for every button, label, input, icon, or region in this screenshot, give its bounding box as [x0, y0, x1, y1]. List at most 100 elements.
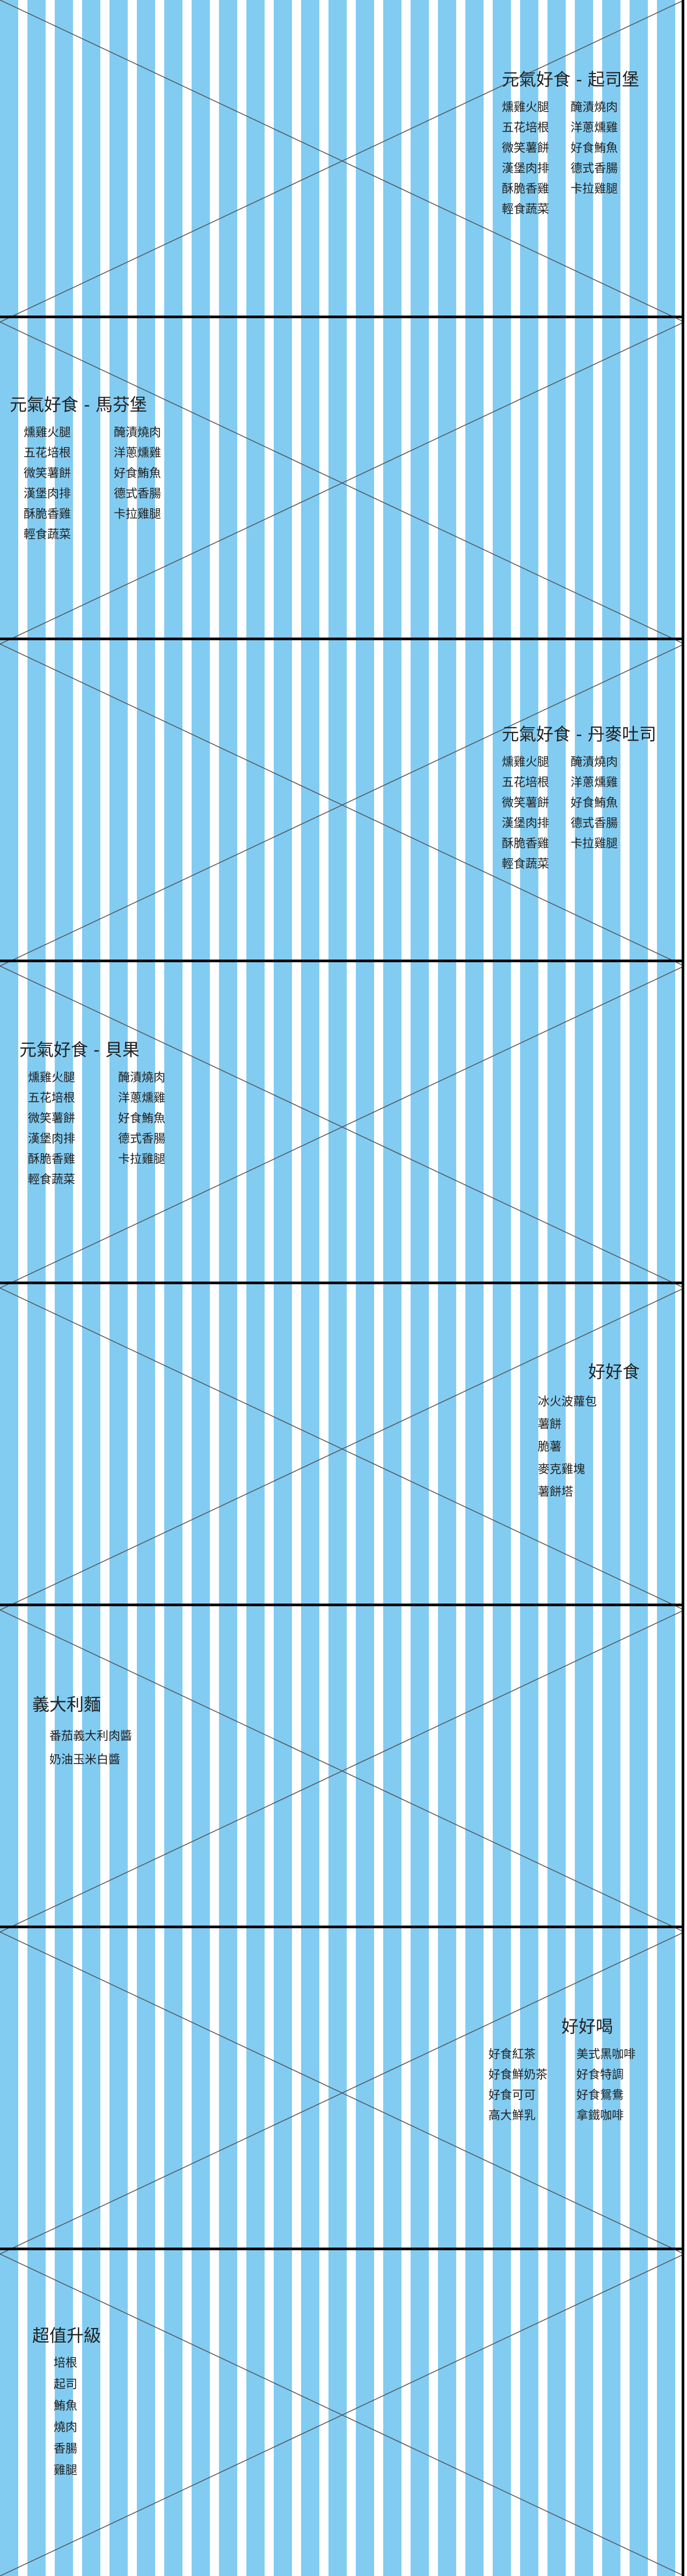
menu-item: 薯餅塔 — [538, 1485, 574, 1499]
menu-section-drinks: 好好喝 好食紅茶 好食鮮奶茶 好食可可 高大鮮乳 美式黑咖啡 好食特調 好食鴛鴦… — [0, 1932, 684, 2254]
menu-item: 好食鮪魚 — [114, 467, 162, 480]
placeholder-cross — [0, 0, 684, 322]
menu-item: 醃漬燒肉 — [114, 426, 162, 440]
menu-item: 好食紅茶 — [488, 2048, 536, 2061]
placeholder-cross — [0, 1288, 684, 1610]
menu-item: 好食鮮奶茶 — [488, 2068, 548, 2082]
menu-item: 燻雞火腿 — [24, 426, 71, 440]
menu-block: 元氣好食 - 丹麥吐司 燻雞火腿 五花培根 微笑薯餅 漢堡肉排 酥脆香雞 輕食蔬… — [502, 723, 656, 875]
section-divider — [0, 316, 684, 318]
section-divider — [0, 960, 684, 962]
menu-item: 五花培根 — [502, 776, 550, 789]
section-title: 超值升級 — [32, 2325, 101, 2346]
menu-item: 微笑薯餅 — [502, 796, 550, 810]
item-column-left: 燻雞火腿 五花培根 微笑薯餅 漢堡肉排 酥脆香雞 輕食蔬菜 — [502, 752, 549, 875]
menu-item: 洋蔥燻雞 — [571, 121, 618, 135]
menu-item: 洋蔥燻雞 — [118, 1092, 166, 1105]
menu-item: 五花培根 — [24, 447, 71, 460]
menu-item: 卡拉雞腿 — [571, 182, 618, 196]
section-divider — [0, 1926, 684, 1928]
item-column-right: 醃漬燒肉 洋蔥燻雞 好食鮪魚 德式香腸 卡拉雞腿 — [571, 752, 618, 875]
menu-item: 燻雞火腿 — [502, 101, 550, 114]
menu-item: 微笑薯餅 — [24, 467, 71, 480]
menu-item: 高大鮮乳 — [488, 2109, 536, 2123]
placeholder-cross — [0, 1610, 684, 1932]
section-divider — [0, 2248, 684, 2250]
section-title: 好好喝 — [561, 2016, 613, 2037]
menu-item: 麥克雞塊 — [538, 1463, 586, 1476]
menu-item: 漢堡肉排 — [502, 162, 550, 175]
menu-item: 好食鮪魚 — [571, 142, 618, 155]
item-column-left: 番茄義大利肉醬 奶油玉米白醬 — [49, 1725, 132, 1772]
menu-item: 微笑薯餅 — [28, 1112, 76, 1125]
menu-item: 漢堡肉排 — [28, 1132, 76, 1146]
menu-section-muffin-burger: 元氣好食 - 馬芬堡 燻雞火腿 五花培根 微笑薯餅 漢堡肉排 酥脆香雞 輕食蔬菜… — [0, 322, 684, 644]
menu-item: 卡拉雞腿 — [114, 508, 162, 521]
item-column-left: 燻雞火腿 五花培根 微笑薯餅 漢堡肉排 酥脆香雞 輕食蔬菜 — [28, 1068, 75, 1190]
section-divider — [0, 1604, 684, 1606]
menu-item: 微笑薯餅 — [502, 142, 550, 155]
item-column-right: 醃漬燒肉 洋蔥燻雞 好食鮪魚 德式香腸 卡拉雞腿 — [118, 1068, 165, 1190]
menu-item: 醃漬燒肉 — [118, 1071, 166, 1085]
menu-block: 好好食 冰火波蘿包 薯餅 脆薯 麥克雞塊 薯餅塔 — [538, 1361, 640, 1504]
placeholder-cross — [0, 322, 684, 644]
item-column-left: 好食紅茶 好食鮮奶茶 好食可可 高大鮮乳 — [488, 2045, 547, 2126]
menu-item: 酥脆香雞 — [502, 182, 550, 196]
menu-item: 好食鴛鴦 — [576, 2089, 624, 2102]
menu-block: 超值升級 培根 起司 鮪魚 燒肉 香腸 雞腿 — [32, 2325, 101, 2482]
placeholder-cross — [0, 644, 684, 966]
section-title: 元氣好食 - 起司堡 — [502, 69, 639, 90]
section-title: 好好食 — [588, 1362, 640, 1382]
menu-item: 醃漬燒肉 — [571, 101, 618, 114]
menu-block: 元氣好食 - 起司堡 燻雞火腿 五花培根 微笑薯餅 漢堡肉排 酥脆香雞 輕食蔬菜… — [502, 69, 639, 220]
menu-item: 冰火波蘿包 — [538, 1395, 597, 1409]
menu-item: 輕食蔬菜 — [28, 1173, 76, 1187]
menu-section-cheese-burger: 元氣好食 - 起司堡 燻雞火腿 五花培根 微笑薯餅 漢堡肉排 酥脆香雞 輕食蔬菜… — [0, 0, 684, 322]
menu-item: 番茄義大利肉醬 — [49, 1730, 133, 1743]
item-column-left: 冰火波蘿包 薯餅 脆薯 麥克雞塊 薯餅塔 — [538, 1391, 640, 1504]
menu-item: 卡拉雞腿 — [571, 837, 618, 851]
item-columns: 燻雞火腿 五花培根 微笑薯餅 漢堡肉排 酥脆香雞 輕食蔬菜 醃漬燒肉 洋蔥燻雞 … — [28, 1068, 165, 1190]
menu-item: 輕食蔬菜 — [24, 528, 71, 541]
menu-section-good-food: 好好食 冰火波蘿包 薯餅 脆薯 麥克雞塊 薯餅塔 — [0, 1288, 684, 1610]
item-column-right: 醃漬燒肉 洋蔥燻雞 好食鮪魚 德式香腸 卡拉雞腿 — [571, 98, 618, 220]
item-columns: 燻雞火腿 五花培根 微笑薯餅 漢堡肉排 酥脆香雞 輕食蔬菜 醃漬燒肉 洋蔥燻雞 … — [502, 752, 656, 875]
section-title: 元氣好食 - 丹麥吐司 — [502, 724, 656, 744]
menu-item: 好食可可 — [488, 2089, 536, 2102]
section-title: 元氣好食 - 貝果 — [19, 1040, 140, 1060]
section-title: 義大利麵 — [32, 1694, 101, 1715]
placeholder-cross — [0, 1932, 684, 2254]
right-border — [682, 0, 684, 2576]
item-column-right: 醃漬燒肉 洋蔥燻雞 好食鮪魚 德式香腸 卡拉雞腿 — [114, 423, 161, 545]
menu-item: 拿鐵咖啡 — [576, 2109, 624, 2123]
item-column-left: 燻雞火腿 五花培根 微笑薯餅 漢堡肉排 酥脆香雞 輕食蔬菜 — [24, 423, 71, 545]
menu-item: 酥脆香雞 — [24, 508, 71, 521]
menu-item: 好食鮪魚 — [571, 796, 618, 810]
menu-item: 美式黑咖啡 — [576, 2048, 636, 2061]
menu-item: 起司 — [54, 2378, 78, 2391]
menu-item: 德式香腸 — [114, 487, 162, 501]
menu-item: 酥脆香雞 — [502, 837, 550, 851]
menu-item: 燒肉 — [54, 2421, 78, 2434]
menu-item: 五花培根 — [502, 121, 550, 135]
item-columns: 好食紅茶 好食鮮奶茶 好食可可 高大鮮乳 美式黑咖啡 好食特調 好食鴛鴦 拿鐵咖… — [488, 2045, 660, 2126]
item-column-left: 培根 起司 鮪魚 燒肉 香腸 雞腿 — [54, 2353, 101, 2482]
placeholder-cross — [0, 966, 684, 1288]
menu-item: 德式香腸 — [571, 162, 618, 175]
menu-item: 奶油玉米白醬 — [49, 1753, 121, 1767]
menu-item: 五花培根 — [28, 1092, 76, 1105]
menu-item: 漢堡肉排 — [24, 487, 71, 501]
menu-item: 鮪魚 — [54, 2399, 78, 2413]
menu-section-danish-toast: 元氣好食 - 丹麥吐司 燻雞火腿 五花培根 微笑薯餅 漢堡肉排 酥脆香雞 輕食蔬… — [0, 644, 684, 966]
menu-section-pasta: 義大利麵 番茄義大利肉醬 奶油玉米白醬 — [0, 1610, 684, 1932]
menu-item: 輕食蔬菜 — [502, 858, 550, 871]
menu-item: 酥脆香雞 — [28, 1153, 76, 1166]
menu-block: 好好喝 好食紅茶 好食鮮奶茶 好食可可 高大鮮乳 美式黑咖啡 好食特調 好食鴛鴦… — [488, 2016, 660, 2126]
item-column-left: 燻雞火腿 五花培根 微笑薯餅 漢堡肉排 酥脆香雞 輕食蔬菜 — [502, 98, 549, 220]
menu-item: 洋蔥燻雞 — [114, 447, 162, 460]
menu-block: 義大利麵 番茄義大利肉醬 奶油玉米白醬 — [32, 1694, 132, 1772]
menu-item: 好食特調 — [576, 2068, 624, 2082]
menu-item: 燻雞火腿 — [28, 1071, 76, 1085]
